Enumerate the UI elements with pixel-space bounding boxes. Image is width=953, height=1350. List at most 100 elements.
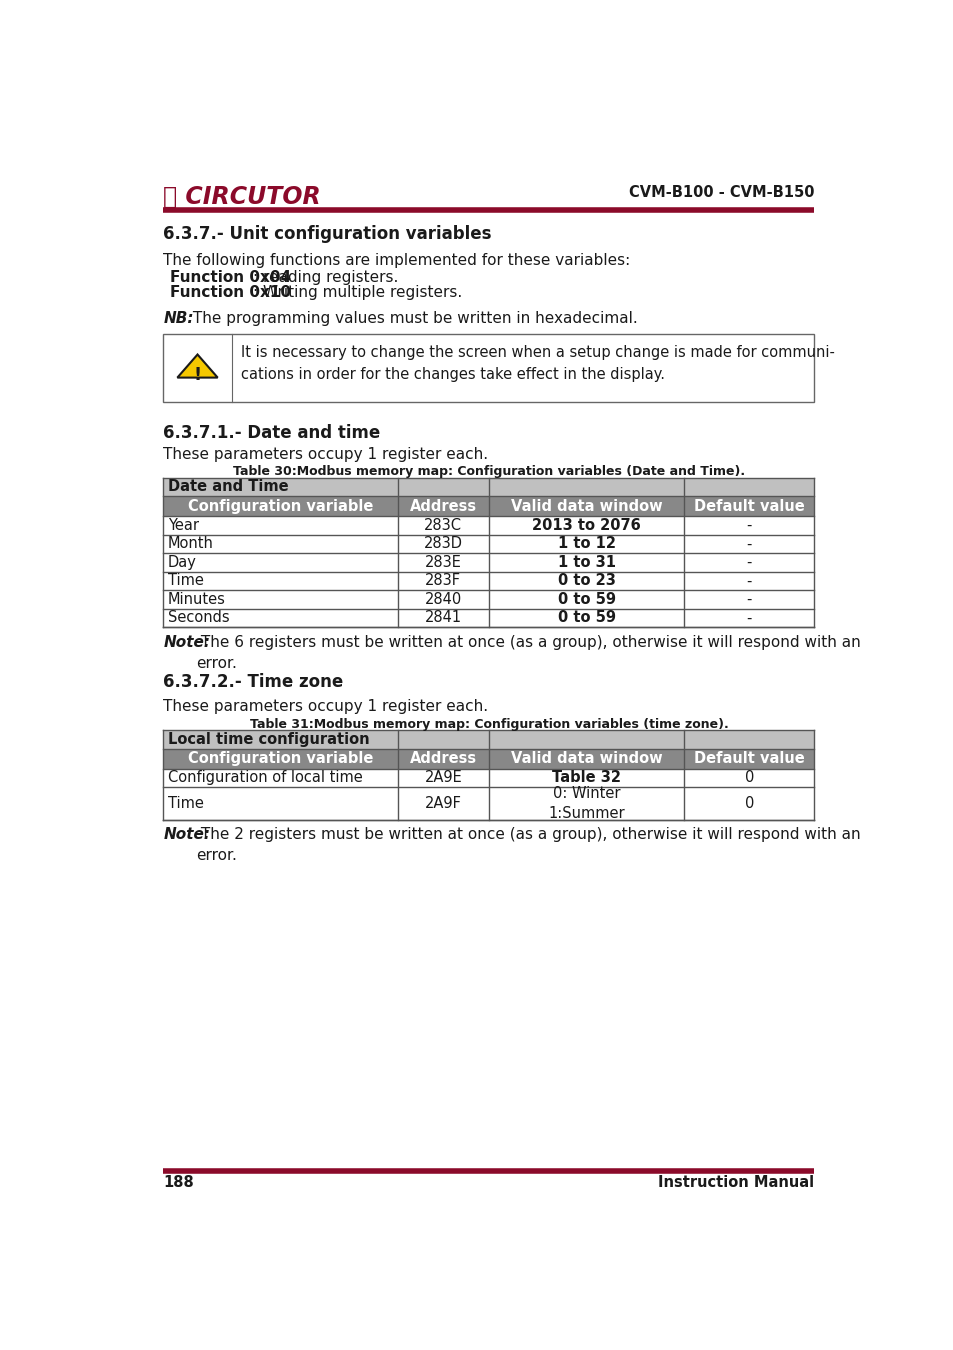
Text: Configuration variable: Configuration variable [188, 498, 373, 514]
Bar [163, 516, 397, 535]
Bar [488, 571, 683, 590]
Text: -: - [746, 536, 751, 551]
Text: Day: Day [168, 555, 196, 570]
Text: Address: Address [410, 751, 476, 767]
Bar [488, 516, 683, 535]
Bar [488, 749, 683, 768]
Text: 2840: 2840 [424, 591, 461, 608]
Text: 283E: 283E [424, 555, 461, 570]
Bar [163, 609, 397, 628]
Text: -: - [746, 555, 751, 570]
Text: The programming values must be written in hexadecimal.: The programming values must be written i… [188, 312, 638, 327]
Text: Date and Time: Date and Time [168, 479, 289, 494]
Bar [683, 749, 814, 768]
Bar [683, 590, 814, 609]
Text: -: - [746, 574, 751, 589]
Bar [163, 554, 397, 571]
Text: The 6 registers must be written at once (as a group), otherwise it will respond : The 6 registers must be written at once … [195, 634, 860, 671]
Bar [397, 609, 488, 628]
Bar [163, 335, 814, 402]
Text: 0: Winter
1:Summer: 0: Winter 1:Summer [548, 786, 624, 821]
Bar [397, 497, 488, 516]
Bar [163, 787, 397, 819]
Polygon shape [177, 355, 217, 378]
Text: 283D: 283D [423, 536, 462, 551]
Text: 2013 to 2076: 2013 to 2076 [532, 518, 640, 533]
Text: Configuration of local time: Configuration of local time [168, 771, 362, 786]
Bar [397, 554, 488, 571]
Bar [397, 516, 488, 535]
Text: 283C: 283C [424, 518, 462, 533]
Text: Note:: Note: [163, 634, 211, 649]
Bar [683, 516, 814, 535]
Bar [683, 787, 814, 819]
Bar [163, 730, 814, 749]
Text: 2A9F: 2A9F [424, 796, 461, 811]
Text: Minutes: Minutes [168, 591, 226, 608]
Text: Year: Year [168, 518, 199, 533]
Bar [163, 478, 814, 497]
Text: 2841: 2841 [424, 610, 461, 625]
Text: 283F: 283F [425, 574, 461, 589]
Text: 188: 188 [163, 1174, 194, 1189]
Bar [163, 571, 397, 590]
Text: 0 to 59: 0 to 59 [557, 610, 615, 625]
Text: It is necessary to change the screen when a setup change is made for communi-
ca: It is necessary to change the screen whe… [241, 346, 834, 382]
Text: 0 to 23: 0 to 23 [558, 574, 615, 589]
Bar [683, 535, 814, 554]
Text: Time: Time [168, 796, 204, 811]
Bar [683, 554, 814, 571]
Text: These parameters occupy 1 register each.: These parameters occupy 1 register each. [163, 699, 488, 714]
Text: 0: 0 [744, 771, 753, 786]
Text: Table 30:Modbus memory map: Configuration variables (Date and Time).: Table 30:Modbus memory map: Configuratio… [233, 466, 744, 478]
Text: 6.3.7.2.- Time zone: 6.3.7.2.- Time zone [163, 674, 343, 691]
Text: Instruction Manual: Instruction Manual [658, 1174, 814, 1189]
Text: These parameters occupy 1 register each.: These parameters occupy 1 register each. [163, 447, 488, 462]
Text: The 2 registers must be written at once (as a group), otherwise it will respond : The 2 registers must be written at once … [195, 828, 860, 863]
Bar [163, 768, 397, 787]
Text: Time: Time [168, 574, 204, 589]
Text: -: - [746, 610, 751, 625]
Text: Ⓒ CIRCUTOR: Ⓒ CIRCUTOR [163, 185, 321, 209]
Bar [488, 609, 683, 628]
Text: -: - [746, 591, 751, 608]
Text: : reading registers.: : reading registers. [253, 270, 398, 285]
Text: Seconds: Seconds [168, 610, 230, 625]
Bar [163, 590, 397, 609]
Text: NB:: NB: [163, 312, 193, 327]
Text: Valid data window: Valid data window [510, 751, 661, 767]
Text: 1 to 12: 1 to 12 [557, 536, 615, 551]
Text: Default value: Default value [693, 498, 804, 514]
Text: 1 to 31: 1 to 31 [557, 555, 615, 570]
Bar [397, 768, 488, 787]
Bar [397, 749, 488, 768]
Text: Table 31:Modbus memory map: Configuration variables (time zone).: Table 31:Modbus memory map: Configuratio… [250, 718, 727, 730]
Text: -: - [746, 518, 751, 533]
Bar [397, 787, 488, 819]
Text: Function 0x04: Function 0x04 [170, 270, 291, 285]
Bar [488, 768, 683, 787]
Text: Table 32: Table 32 [552, 771, 620, 786]
Bar [397, 590, 488, 609]
Bar [488, 554, 683, 571]
Bar [488, 497, 683, 516]
Text: : Writing multiple registers.: : Writing multiple registers. [253, 285, 462, 300]
Text: 6.3.7.1.- Date and time: 6.3.7.1.- Date and time [163, 424, 380, 441]
Text: Note:: Note: [163, 828, 211, 842]
Text: CVM-B100 - CVM-B150: CVM-B100 - CVM-B150 [628, 185, 814, 200]
Bar [683, 497, 814, 516]
Text: The following functions are implemented for these variables:: The following functions are implemented … [163, 252, 630, 267]
Bar [488, 535, 683, 554]
Text: Local time configuration: Local time configuration [168, 732, 370, 747]
Text: Function 0x10: Function 0x10 [170, 285, 291, 300]
Text: !: ! [193, 366, 201, 383]
Bar [683, 768, 814, 787]
Bar [163, 535, 397, 554]
Text: 6.3.7.- Unit configuration variables: 6.3.7.- Unit configuration variables [163, 225, 492, 243]
Text: 0: 0 [744, 796, 753, 811]
Bar [683, 609, 814, 628]
Text: Address: Address [410, 498, 476, 514]
Text: 0 to 59: 0 to 59 [557, 591, 615, 608]
Bar [488, 590, 683, 609]
Bar [163, 497, 397, 516]
